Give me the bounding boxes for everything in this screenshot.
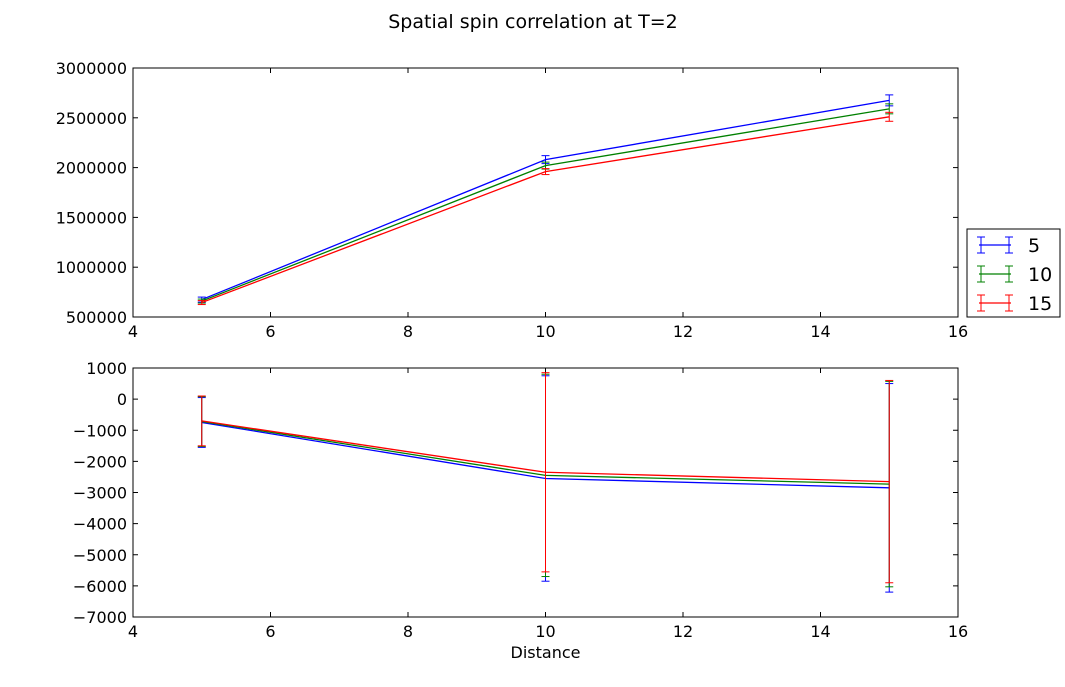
- top-x-tick-label: 12: [673, 322, 693, 341]
- bottom-x-axis-label: Distance: [511, 643, 581, 662]
- top-series-line-10: [201, 108, 890, 302]
- top-y-tick-label: 2500000: [56, 109, 127, 128]
- top-y-tick-label: 3000000: [56, 59, 127, 78]
- bottom-y-tick-label: −6000: [73, 577, 127, 596]
- legend-label: 15: [1028, 293, 1052, 315]
- top-y-tick-label: 1500000: [56, 208, 127, 227]
- bottom-y-tick-label: 0: [117, 390, 127, 409]
- bottom-x-tick-label: 8: [403, 622, 413, 641]
- bottom-x-tick-label: 6: [265, 622, 275, 641]
- bottom-panel: 4 6 8 10 12 14 16 −7000 −6000 −5000 −4000 −3000 −200…: [73, 359, 968, 662]
- legend-label: 10: [1028, 264, 1052, 286]
- figure-title: Spatial spin correlation at T=2: [388, 11, 678, 33]
- bottom-y-tick-label: 1000: [86, 359, 127, 378]
- legend: 5 10 15: [966, 228, 1061, 318]
- legend-entry-5: 5: [977, 235, 1040, 257]
- legend-entry-10: 10: [977, 264, 1052, 286]
- top-series-line-5: [201, 99, 890, 301]
- top-panel: 4 6 8 10 12 14 16 500000 1000000 1500000 2000000 25…: [56, 59, 968, 341]
- legend-entry-15: 15: [977, 293, 1052, 315]
- bottom-y-tick-label: −7000: [73, 608, 127, 627]
- top-x-tick-label: 16: [948, 322, 968, 341]
- legend-box: [966, 228, 1061, 318]
- top-y-tick-label: 500000: [66, 308, 127, 327]
- bottom-y-tick-label: −2000: [73, 452, 127, 471]
- bottom-x-tick-label: 4: [128, 622, 138, 641]
- bottom-x-tick-label: 10: [535, 622, 555, 641]
- bottom-y-tick-label: −3000: [73, 484, 127, 503]
- top-series-line-15: [201, 116, 890, 304]
- top-x-tick-label: 8: [403, 322, 413, 341]
- top-y-tick-label: 2000000: [56, 159, 127, 178]
- bottom-x-tick-label: 16: [948, 622, 968, 641]
- top-series-10: [197, 103, 894, 304]
- top-x-tick-label: 14: [810, 322, 830, 341]
- bottom-y-tick-label: −1000: [73, 421, 127, 440]
- top-x-tick-label: 10: [535, 322, 555, 341]
- bottom-x-tick-label: 12: [673, 622, 693, 641]
- top-x-tick-label: 4: [128, 322, 138, 341]
- top-y-tick-label: 1000000: [56, 258, 127, 277]
- top-x-tick-label: 6: [265, 322, 275, 341]
- legend-label: 5: [1028, 235, 1040, 257]
- bottom-x-tick-label: 14: [810, 622, 830, 641]
- bottom-y-tick-label: −5000: [73, 546, 127, 565]
- bottom-y-tick-label: −4000: [73, 515, 127, 534]
- top-series-15: [197, 111, 894, 306]
- bottom-series-15: [197, 372, 894, 584]
